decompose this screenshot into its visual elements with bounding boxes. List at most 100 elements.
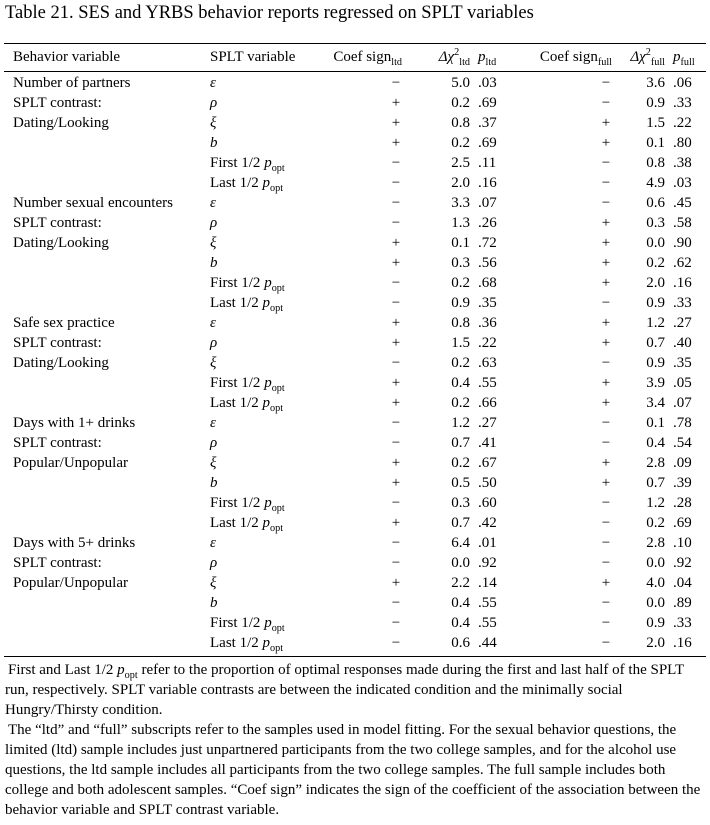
coef-sign-full-cell: − bbox=[524, 173, 624, 193]
delta-chi-full-cell-text: 2.0 bbox=[646, 275, 665, 291]
header-sup-2: 2 bbox=[454, 47, 460, 58]
header-sub-full: full bbox=[597, 57, 612, 68]
coef-sign-full-cell: + bbox=[524, 113, 624, 133]
behavior-variable-cell: Dating/Looking bbox=[4, 353, 204, 373]
behavior-variable-cell: SPLT contrast: bbox=[4, 93, 204, 113]
delta-chi-ltd-cell-text: 0.5 bbox=[451, 475, 470, 491]
p-full-cell: .03 bbox=[669, 173, 706, 193]
splt-variable-cell: ξ bbox=[204, 573, 314, 593]
popt-subscript: opt bbox=[270, 403, 284, 414]
header-sub-full: full bbox=[650, 57, 665, 68]
header-delta-chi-ltd: Δχ2ltd bbox=[414, 43, 474, 71]
p-ltd-cell: .37 bbox=[474, 113, 524, 133]
delta-chi-full-cell-text: 0.6 bbox=[646, 195, 665, 211]
coef-sign-ltd-cell-text: − bbox=[391, 615, 401, 631]
coef-sign-full-cell: + bbox=[524, 273, 624, 293]
table-row: Dating/Looking ξ +0.8 .37 +1.5 .22 bbox=[4, 113, 706, 133]
coef-sign-ltd-cell: + bbox=[314, 473, 414, 493]
coef-sign-ltd-cell: − bbox=[314, 593, 414, 613]
splt-variable-cell: ε bbox=[204, 533, 314, 553]
coef-sign-ltd-cell: − bbox=[314, 533, 414, 553]
popt-subscript: opt bbox=[271, 163, 285, 174]
table-row: Safe sex practice ε +0.8 .36 +1.2 .27 bbox=[4, 313, 706, 333]
delta-chi-ltd-cell: 1.2 bbox=[414, 413, 474, 433]
p-ltd-cell: .41 bbox=[474, 433, 524, 453]
p-ltd-cell: .56 bbox=[474, 253, 524, 273]
table-row: Number of partners ε − 5.0 .03 − 3.6 .06 bbox=[4, 71, 706, 93]
splt-variable-text: ρ bbox=[210, 95, 218, 111]
delta-chi-ltd-cell-text: 0.0 bbox=[451, 555, 470, 571]
table-row: Last 1/2 popt +0.2 .66 +3.4 .07 bbox=[4, 393, 706, 414]
delta-chi-ltd-cell: 0.6 bbox=[414, 633, 474, 653]
splt-variable-text: ξ bbox=[210, 575, 217, 591]
delta-chi-full-cell-text: 2.0 bbox=[646, 635, 665, 651]
coef-sign-ltd-cell: + bbox=[314, 93, 414, 113]
delta-chi-ltd-cell: 0.4 bbox=[414, 593, 474, 613]
splt-variable-cell: First 1/2 popt bbox=[204, 493, 314, 514]
delta-chi-full-cell: 0.4 bbox=[624, 433, 669, 453]
coef-sign-ltd-cell: − bbox=[314, 353, 414, 373]
popt-symbol: p bbox=[264, 615, 272, 631]
p-ltd-cell: .11 bbox=[474, 153, 524, 173]
coef-sign-full-cell-text: − bbox=[601, 515, 611, 531]
delta-chi-full-cell: 0.9 bbox=[624, 353, 669, 373]
p-ltd-cell-text: .55 bbox=[478, 615, 497, 631]
coef-sign-ltd-cell-text: − bbox=[391, 175, 401, 191]
behavior-variable-cell-text: Days with 5+ drinks bbox=[13, 535, 136, 551]
delta-chi-full-cell-text: 1.2 bbox=[646, 315, 665, 331]
p-full-cell-text: .78 bbox=[673, 415, 692, 431]
bottom-rule bbox=[4, 656, 706, 657]
delta-chi-full-cell: 0.1 bbox=[624, 133, 669, 153]
coef-sign-ltd-cell-text: − bbox=[391, 495, 401, 511]
p-full-cell-text: .10 bbox=[673, 535, 692, 551]
p-full-cell-text: .28 bbox=[673, 495, 692, 511]
delta-chi-full-cell-text: 0.1 bbox=[646, 415, 665, 431]
p-full-cell-text: .45 bbox=[673, 195, 692, 211]
delta-chi-ltd-cell: 2.0 bbox=[414, 173, 474, 193]
table-row: b − 0.4 .55 − 0.0 .89 bbox=[4, 593, 706, 613]
p-full-cell-text: .33 bbox=[673, 615, 692, 631]
coef-sign-full-cell: + bbox=[524, 473, 624, 493]
p-ltd-cell: .63 bbox=[474, 353, 524, 373]
splt-variable-cell: Last 1/2 popt bbox=[204, 393, 314, 414]
coef-sign-ltd-cell: + bbox=[314, 453, 414, 473]
splt-variable-cell: First 1/2 popt bbox=[204, 373, 314, 394]
delta-chi-full-cell: 0.9 bbox=[624, 293, 669, 313]
coef-sign-ltd-cell: − bbox=[314, 613, 414, 633]
p-full-cell-text: .07 bbox=[673, 395, 692, 411]
delta-chi-ltd-cell-text: 0.4 bbox=[451, 615, 470, 631]
table-caption: Table 21. SES and YRBS behavior reports … bbox=[5, 3, 534, 23]
delta-chi-ltd-cell: 3.3 bbox=[414, 193, 474, 213]
p-ltd-cell-text: .11 bbox=[478, 155, 497, 171]
delta-chi-full-cell: 0.0 bbox=[624, 553, 669, 573]
behavior-variable-cell: Popular/Unpopular bbox=[4, 573, 204, 593]
popt-subscript: opt bbox=[271, 283, 285, 294]
p-full-cell-text: .33 bbox=[673, 95, 692, 111]
splt-variable-cell: ε bbox=[204, 193, 314, 213]
delta-chi-full-cell-text: 0.9 bbox=[646, 95, 665, 111]
coef-sign-ltd-cell-text: − bbox=[391, 555, 401, 571]
p-full-cell: .62 bbox=[669, 253, 706, 273]
p-full-cell: .33 bbox=[669, 613, 706, 633]
coef-sign-ltd-cell-text: − bbox=[391, 535, 401, 551]
delta-chi-full-cell: 0.7 bbox=[624, 473, 669, 493]
p-full-cell: .28 bbox=[669, 493, 706, 513]
table-row: Days with 5+ drinks ε − 6.4 .01 − 2.8 .10 bbox=[4, 533, 706, 553]
p-ltd-cell: .01 bbox=[474, 533, 524, 553]
delta-chi-ltd-cell: 0.0 bbox=[414, 553, 474, 573]
header-sub-ltd: ltd bbox=[391, 57, 402, 68]
delta-chi-full-cell-text: 1.2 bbox=[646, 495, 665, 511]
delta-chi-full-cell-text: 0.9 bbox=[646, 615, 665, 631]
table-row: SPLT contrast: ρ − 1.3 .26 +0.3 .58 bbox=[4, 213, 706, 233]
behavior-variable-cell: Safe sex practice bbox=[4, 313, 204, 333]
behavior-variable-cell bbox=[4, 293, 204, 313]
delta-chi-ltd-cell-text: 2.0 bbox=[451, 175, 470, 191]
header-rule bbox=[4, 71, 706, 72]
delta-chi-full-cell: 4.0 bbox=[624, 573, 669, 593]
splt-variable-cell: b bbox=[204, 473, 314, 493]
coef-sign-ltd-cell-text: − bbox=[391, 75, 401, 91]
coef-sign-ltd-cell: − bbox=[314, 213, 414, 233]
coef-sign-full-cell: − bbox=[524, 433, 624, 453]
coef-sign-ltd-cell-text: + bbox=[391, 95, 401, 111]
delta-chi-ltd-cell: 1.3 bbox=[414, 213, 474, 233]
